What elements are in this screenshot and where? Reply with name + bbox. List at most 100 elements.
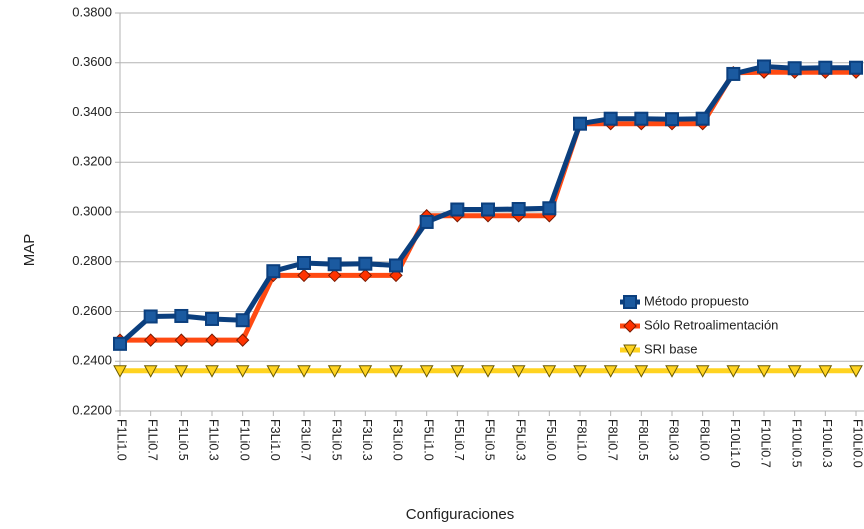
point — [573, 365, 587, 378]
point — [511, 365, 526, 378]
point — [757, 365, 771, 378]
x-tick-label: F3Li0.7 — [299, 419, 313, 461]
point — [419, 365, 434, 378]
x-tick-label: F8Li0.7 — [605, 419, 619, 461]
point — [205, 365, 219, 378]
y-tick-label: 0.2600 — [72, 303, 112, 318]
x-tick-label: F8Li0.0 — [697, 419, 711, 461]
point — [235, 313, 250, 328]
point — [634, 111, 649, 126]
x-tick-label: F10Li1.0 — [728, 419, 742, 468]
point — [205, 311, 219, 326]
y-tick-label: 0.3400 — [72, 104, 112, 119]
point — [297, 255, 311, 270]
point — [757, 59, 771, 74]
legend-label: Método propuesto — [644, 293, 749, 308]
point — [419, 214, 434, 229]
point — [266, 365, 281, 378]
y-tick-label: 0.3000 — [72, 203, 112, 218]
x-tick-label: F5Li0.7 — [452, 419, 466, 461]
point — [174, 333, 189, 347]
x-tick-label: F10Li0.7 — [759, 419, 773, 468]
x-tick-label: F8Li1.0 — [575, 419, 589, 461]
x-tick-label: F3Li0.3 — [360, 419, 374, 461]
point — [542, 365, 557, 378]
point — [174, 365, 189, 378]
point — [235, 365, 250, 378]
legend-marker — [623, 344, 637, 358]
point — [818, 365, 833, 378]
point — [818, 60, 833, 75]
x-tick-label: F1Li0.3 — [207, 419, 221, 461]
x-tick-label: F1Li0.7 — [145, 419, 159, 461]
point — [481, 365, 495, 378]
point — [327, 365, 342, 378]
point — [849, 60, 863, 75]
x-tick-label: F5Li0.0 — [544, 419, 558, 461]
x-tick-label: F8Li0.5 — [636, 419, 650, 461]
legend-marker — [623, 319, 637, 333]
point — [327, 257, 342, 272]
point — [849, 365, 863, 378]
point — [634, 365, 649, 378]
x-tick-label: F8Li0.3 — [667, 419, 681, 461]
x-tick-label: F5Li0.5 — [483, 419, 497, 461]
point — [603, 111, 618, 126]
y-tick-label: 0.3600 — [72, 54, 112, 69]
x-tick-label: F3Li0.5 — [329, 419, 343, 461]
point — [358, 268, 373, 283]
x-axis-title: Configuraciones — [406, 506, 514, 523]
y-tick-label: 0.3200 — [72, 154, 112, 169]
point — [174, 308, 189, 323]
x-tick-label: F1Li0.5 — [176, 419, 190, 461]
point — [389, 268, 403, 283]
y-tick-label: 0.3800 — [72, 4, 112, 19]
x-tick-label: F5Li0.3 — [513, 419, 527, 461]
point — [726, 66, 741, 81]
point — [450, 202, 465, 217]
point — [358, 365, 373, 378]
point — [511, 202, 526, 217]
point — [573, 116, 587, 131]
legend-label: Sólo Retroalimentación — [644, 317, 778, 332]
point — [389, 365, 403, 378]
y-tick-label: 0.2800 — [72, 253, 112, 268]
legend-label: SRI base — [644, 341, 697, 356]
point — [113, 336, 127, 351]
point — [235, 333, 250, 347]
point — [389, 258, 403, 273]
point — [695, 111, 710, 126]
y-tick-label: 0.2400 — [72, 353, 112, 368]
x-tick-label: F5Li1.0 — [421, 419, 435, 461]
point — [143, 333, 158, 347]
point — [542, 201, 557, 216]
point — [665, 365, 679, 378]
x-tick-label: F3Li1.0 — [268, 419, 282, 461]
x-tick-label: F10Li0.0 — [851, 419, 864, 468]
point — [297, 365, 311, 378]
point — [450, 365, 465, 378]
point — [726, 365, 741, 378]
point — [327, 268, 342, 283]
point — [787, 365, 802, 378]
point — [603, 365, 618, 378]
point — [665, 112, 679, 127]
x-tick-label: F1Li0.0 — [237, 419, 251, 461]
point — [297, 268, 311, 283]
point — [113, 365, 127, 378]
x-tick-label: F3Li0.0 — [391, 419, 405, 461]
x-tick-label: F10Li0.5 — [789, 419, 803, 468]
legend-marker — [623, 295, 637, 309]
point — [695, 365, 710, 378]
point — [787, 61, 802, 76]
y-axis-title: MAP — [21, 234, 38, 267]
point — [205, 333, 219, 347]
point — [481, 202, 495, 217]
point — [143, 365, 158, 378]
point — [143, 309, 158, 324]
x-tick-label: F10Li0.3 — [820, 419, 834, 468]
x-tick-label: F1Li1.0 — [115, 419, 129, 461]
point — [358, 256, 373, 271]
y-tick-label: 0.2200 — [72, 402, 112, 417]
